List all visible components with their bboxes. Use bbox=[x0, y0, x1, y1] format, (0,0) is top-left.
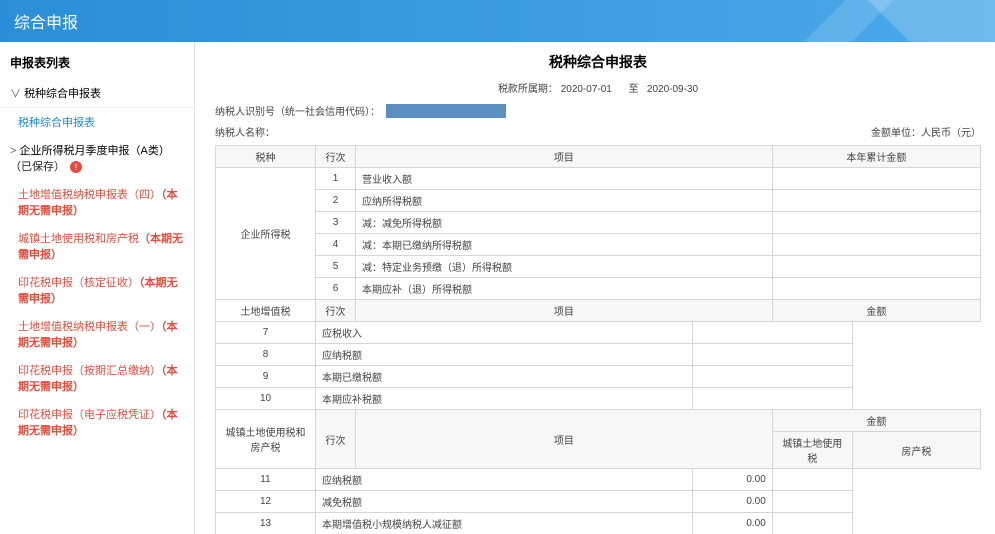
table-row: 11应纳税额0.00 bbox=[216, 469, 981, 491]
sec2-name: 土地增值税 bbox=[216, 300, 316, 322]
table-row: 6本期应补（退）所得税额 bbox=[216, 278, 981, 300]
alert-icon: ! bbox=[70, 161, 82, 173]
sec3-header: 城镇土地使用税和房产税 行次 项目 金额 bbox=[216, 410, 981, 432]
sidebar-item[interactable]: 印花税申报（按期汇总缴纳）（本期无需申报） bbox=[0, 356, 194, 400]
sidebar-item[interactable]: 印花税申报（核定征收）（本期无需申报） bbox=[0, 268, 194, 312]
tax-table: 税种 行次 项目 本年累计金额 企业所得税1营业收入额2应纳所得税额3减：减免所… bbox=[215, 145, 981, 534]
taxpayer-id-value bbox=[386, 104, 506, 118]
taxpayer-id-row: 纳税人识别号（统一社会信用代码）： bbox=[215, 103, 981, 118]
sidebar-sub-corp-tax[interactable]: 企业所得税月季度申报（A类）（已保存） ! bbox=[0, 136, 194, 180]
table-row: 7应税收入 bbox=[216, 322, 981, 344]
sidebar-item[interactable]: 城镇土地使用税和房产税（本期无需申报） bbox=[0, 224, 194, 268]
col-tax: 税种 bbox=[216, 146, 316, 168]
sidebar-item[interactable]: 土地增值税纳税申报表（一）（本期无需申报） bbox=[0, 312, 194, 356]
sidebar-item-taxform-main[interactable]: 税种综合申报表 bbox=[0, 108, 194, 136]
main-layout: 申报表列表 税种综合申报表 税种综合申报表 企业所得税月季度申报（A类）（已保存… bbox=[0, 42, 995, 534]
col-row: 行次 bbox=[316, 146, 356, 168]
table-row: 2应纳所得税额 bbox=[216, 190, 981, 212]
sidebar-title: 申报表列表 bbox=[0, 48, 194, 79]
table-row: 企业所得税1营业收入额 bbox=[216, 168, 981, 190]
form-title: 税种综合申报表 bbox=[215, 52, 981, 72]
table-header-row: 税种 行次 项目 本年累计金额 bbox=[216, 146, 981, 168]
app-title: 综合申报 bbox=[14, 9, 78, 33]
sidebar-item[interactable]: 印花税申报（电子应税凭证）（本期无需申报） bbox=[0, 400, 194, 444]
table-row: 5减：特定业务预缴（退）所得税额 bbox=[216, 256, 981, 278]
sidebar-item[interactable]: 土地增值税纳税申报表（四）（本期无需申报） bbox=[0, 180, 194, 224]
table-row: 9本期已缴税额 bbox=[216, 366, 981, 388]
sidebar-group-taxforms[interactable]: 税种综合申报表 bbox=[0, 79, 194, 108]
taxpayer-name-row: 纳税人名称： 金额单位：人民币（元） bbox=[215, 124, 981, 139]
table-row: 8应纳税额 bbox=[216, 344, 981, 366]
table-row: 4减：本期已缴纳所得税额 bbox=[216, 234, 981, 256]
taxpayer-name-value bbox=[275, 126, 325, 138]
header-decoration bbox=[715, 0, 995, 42]
table-row: 3减：减免所得税额 bbox=[216, 212, 981, 234]
unit-label: 金额单位：人民币（元） bbox=[871, 124, 981, 139]
table-row: 12减免税额0.00 bbox=[216, 491, 981, 513]
sidebar: 申报表列表 税种综合申报表 税种综合申报表 企业所得税月季度申报（A类）（已保存… bbox=[0, 42, 195, 534]
period-row: 税款所属期： 2020-07-01 至 2020-09-30 bbox=[215, 80, 981, 95]
sec1-name: 企业所得税 bbox=[216, 168, 316, 300]
app-header: 综合申报 bbox=[0, 0, 995, 42]
sec2-header: 土地增值税 行次 项目 金额 bbox=[216, 300, 981, 322]
table-row: 13本期增值税小规模纳税人减征额0.00 bbox=[216, 513, 981, 534]
col-item: 项目 bbox=[356, 146, 773, 168]
main-content: 税种综合申报表 税款所属期： 2020-07-01 至 2020-09-30 纳… bbox=[195, 42, 995, 534]
table-row: 10本期应补税额 bbox=[216, 388, 981, 410]
col-year: 本年累计金额 bbox=[772, 146, 980, 168]
sec3-name: 城镇土地使用税和房产税 bbox=[216, 410, 316, 469]
